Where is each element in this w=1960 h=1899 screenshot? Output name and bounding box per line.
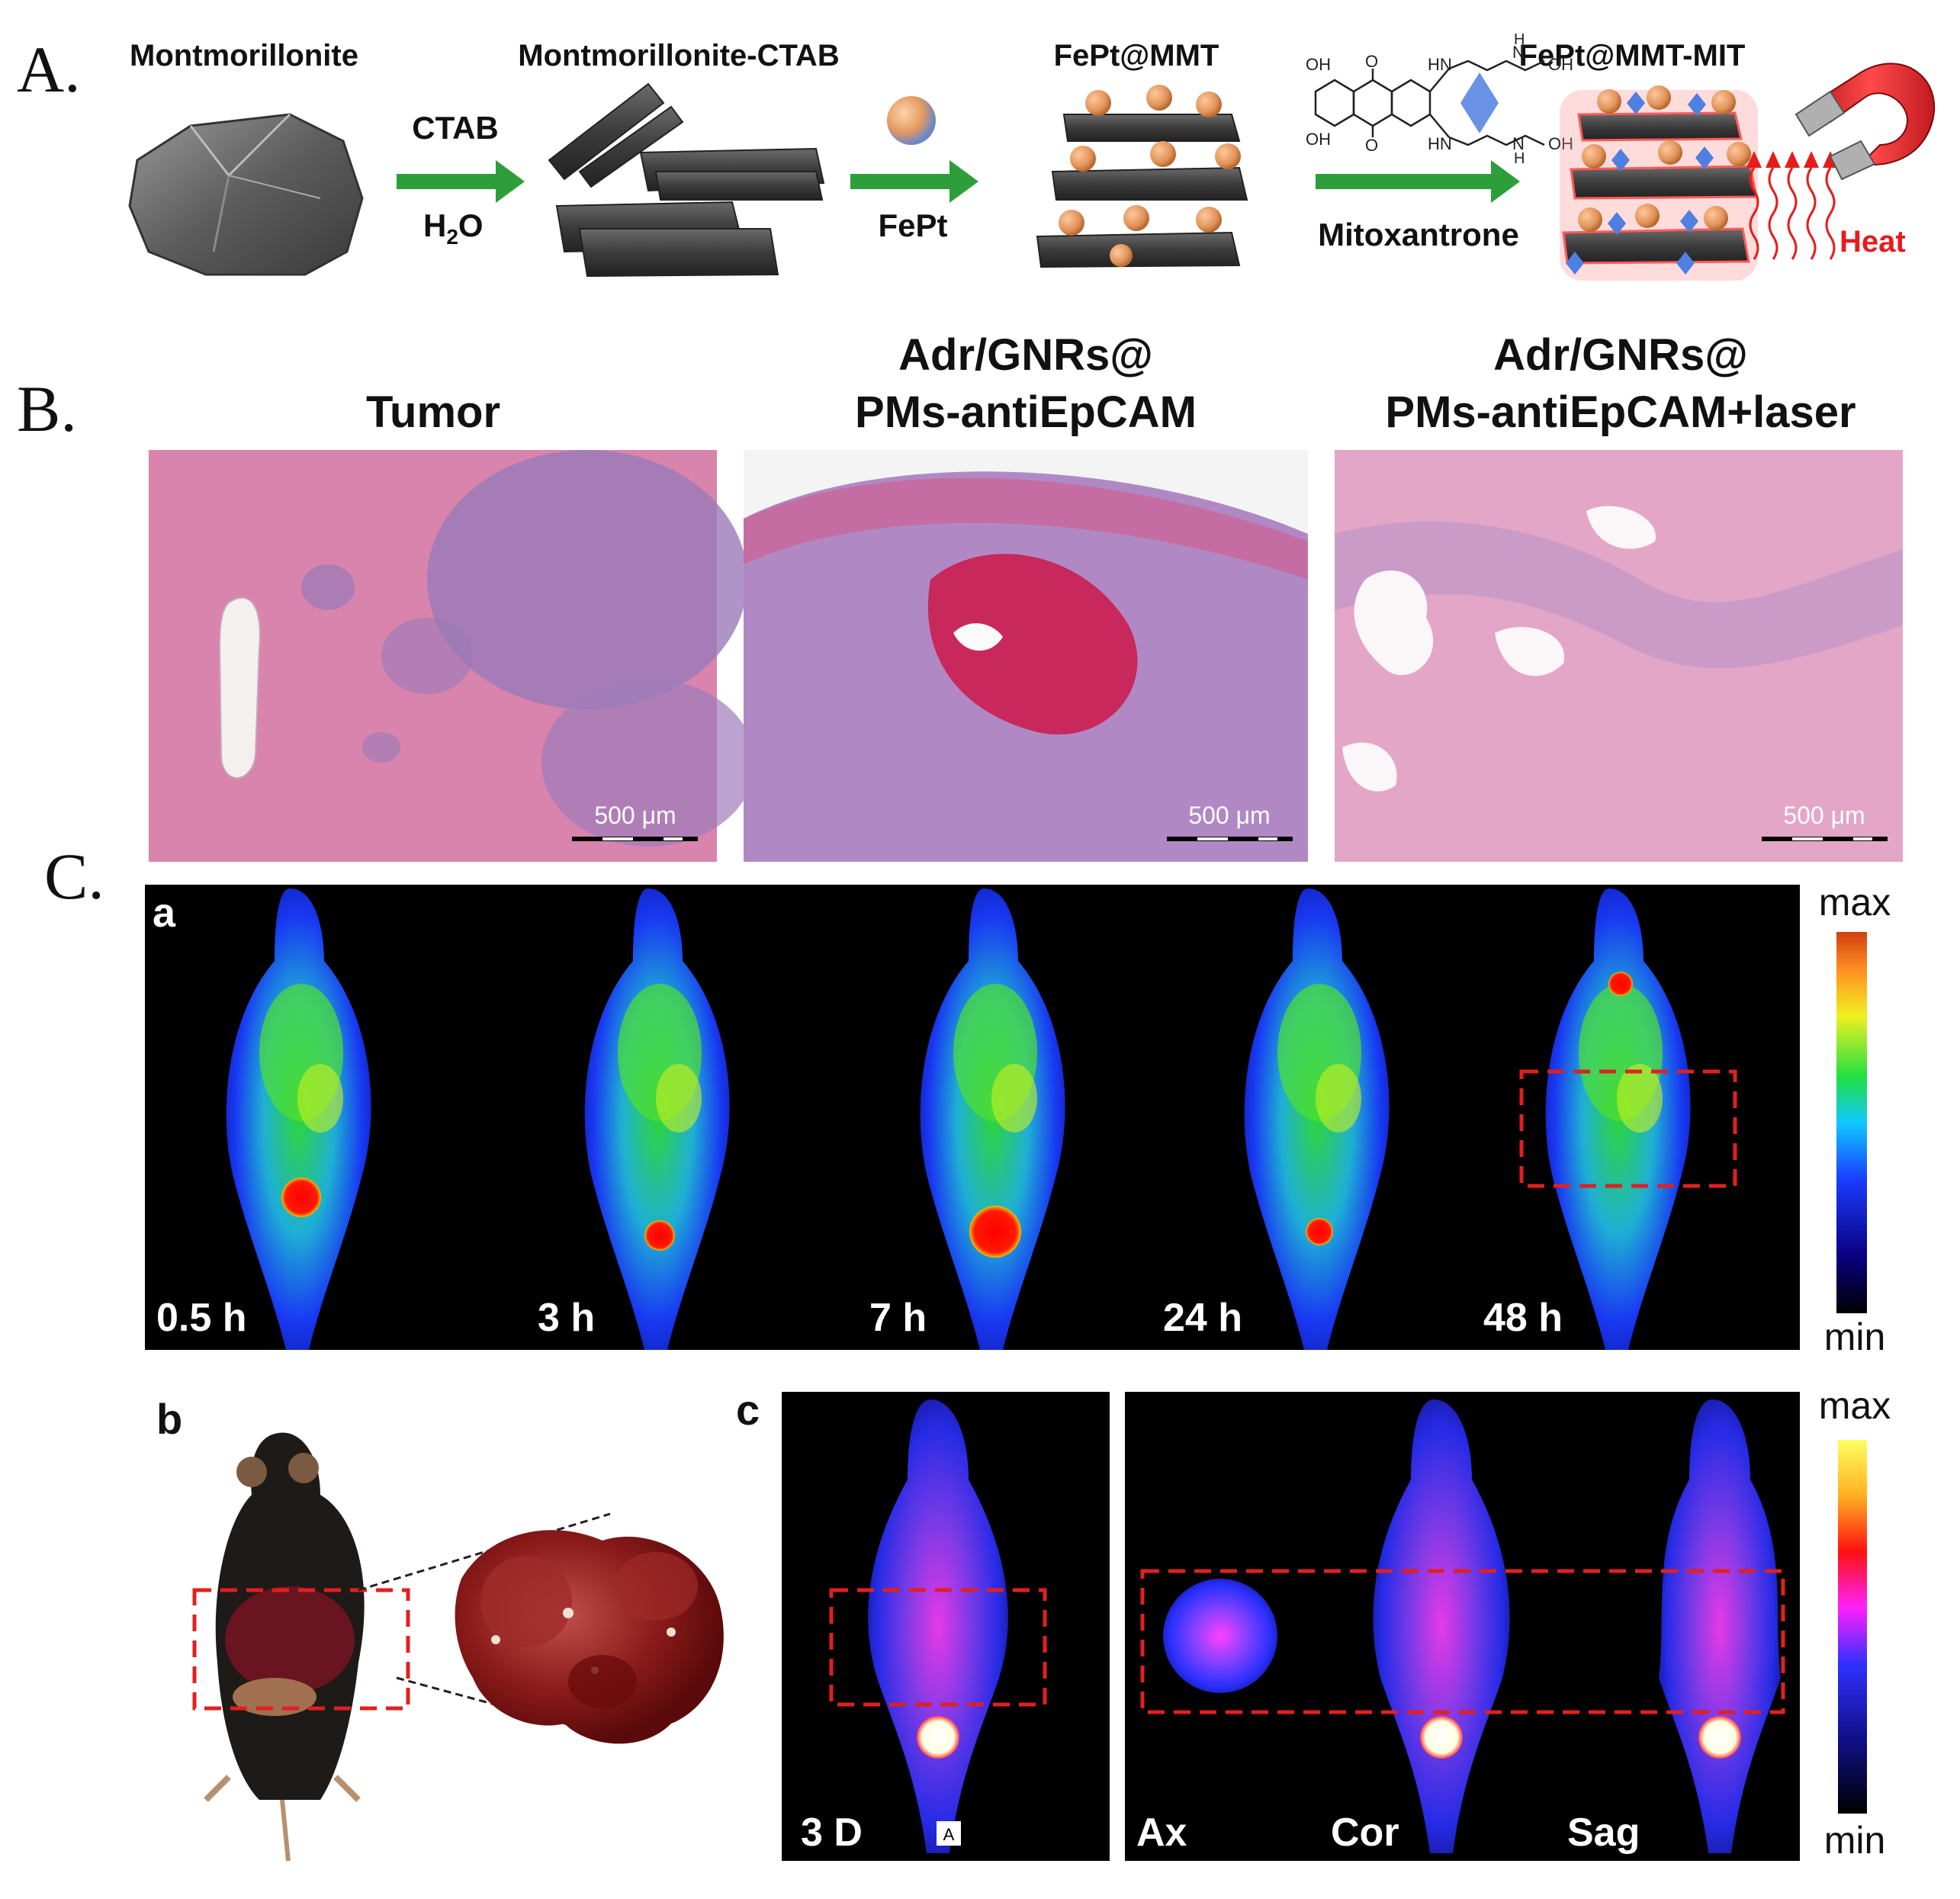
pet-mouse-4 [1545,888,1691,1350]
timepoint-label-4: 48 h [1483,1296,1563,1340]
histology-image-laser [1335,450,1903,862]
colorbar-a-min-label: min [1824,1316,1886,1358]
magnet-icon [1795,63,1935,181]
pet-mouse-series [226,888,1691,1350]
molecule-hn-label: HN [1428,134,1452,153]
molecule-o-label: O [1365,136,1378,155]
roi-box-3d [829,1588,1047,1707]
molecule-h-label: H [1514,31,1525,48]
histology-title-tumor: Tumor [366,387,500,437]
scalebar-label-laser: 500 μm [1783,802,1865,829]
pet-coronal-mouse [1373,1399,1510,1853]
pet-mouse-1 [584,888,730,1350]
arrow-ctab-label: CTAB [412,110,499,146]
excised-liver-image [455,1530,724,1744]
roi-box-48h [1519,1069,1737,1188]
molecule-n-label: N [1512,43,1525,62]
subpanel-b-label: b [156,1395,182,1443]
molecule-oh-label: OH [1306,130,1331,149]
heat-waves-icon [1749,167,1836,260]
fept-mmt-stack-image [1036,85,1248,268]
subpanel-a-label: a [153,890,176,936]
pet-mouse-0 [226,888,371,1350]
colorbar-a [1836,932,1867,1313]
histology-image-tumor [149,450,755,862]
pet-mouse-3 [1244,888,1390,1350]
roi-box-slices [1140,1569,1785,1714]
scalebar-label-tumor: 500 μm [594,802,676,829]
timepoint-label-1: 3 h [538,1296,595,1340]
molecule-oh-label: OH [1548,55,1573,74]
view-label-3d: 3 D [801,1811,863,1855]
molecule-oh-label: OH [1306,55,1331,74]
tiny-marker-box [937,1821,961,1846]
timepoint-label-0: 0.5 h [156,1296,247,1340]
view-label-sagittal: Sag [1567,1811,1640,1855]
colorbar-c-max-label: max [1819,1384,1891,1427]
zoom-line-top [358,1512,611,1592]
timepoint-label-2: 7 h [869,1296,927,1340]
fept-nanoparticle-icon [887,96,936,145]
pet-axial-slice [1163,1579,1277,1693]
colorbar-a-max-label: max [1819,881,1891,924]
step-fept-mmt-mit-label: FePt@MMT-MIT [1519,39,1746,72]
ctab-exfoliated-layers-image [548,82,825,278]
panel-b-label: B. [17,372,77,445]
heat-arrowheads-icon [1746,151,1838,168]
arrow-mitoxantrone [1316,160,1520,203]
heat-label: Heat [1840,225,1906,259]
step-fept-mmt-label: FePt@MMT [1054,39,1219,72]
molecule-oh-label: OH [1548,134,1573,153]
fept-mmt-mit-stack-image [1560,85,1758,281]
histology-title-treated-line1: Adr/GNRs@ [898,330,1153,380]
arrow-fept [850,160,978,203]
molecule-hn-label: HN [1428,55,1452,74]
pet-mouse-2 [920,888,1065,1350]
arrow-fept-label: FePt [878,207,947,243]
panel-a-label: A. [17,33,81,106]
step-montmorillonite-label: Montmorillonite [130,39,358,72]
view-label-axial: Ax [1136,1811,1187,1855]
histology-title-treated-line2: PMs-antiEpCAM [855,387,1197,437]
pet-sagittal-mouse [1659,1399,1781,1853]
mouse-photo-image [204,1432,365,1862]
arrow-ctab [397,160,525,203]
pet-3d-and-slices [868,1399,1781,1853]
panel-c-label: C. [44,840,104,913]
timepoint-label-3: 24 h [1163,1296,1242,1340]
histology-title-laser-line2: PMs-antiEpCAM+laser [1385,387,1856,437]
mouse-roi-box [192,1588,410,1711]
drug-diamond-icon [1460,72,1499,133]
arrow-mitoxantrone-label: Mitoxantrone [1318,217,1519,252]
view-label-coronal: Cor [1331,1811,1399,1855]
pet-3d-mouse [868,1399,1008,1853]
histology-image-treated [744,450,1308,862]
montmorillonite-rock-image [128,113,364,276]
molecule-n-label: N [1512,134,1525,153]
subpanel-c-label: c [736,1386,760,1434]
molecule-o-label: O [1365,52,1378,71]
mitoxantrone-structure-diagram [1314,59,1545,146]
arrow-water-label: H2O [423,207,484,249]
molecule-h-label: H [1514,150,1525,167]
tiny-marker-label: A [943,1825,955,1844]
scalebar-label-treated: 500 μm [1188,802,1270,829]
colorbar-c [1838,1440,1867,1814]
step-montmorillonite-ctab-label: Montmorillonite-CTAB [518,39,839,72]
histology-title-laser-line1: Adr/GNRs@ [1493,330,1748,380]
colorbar-c-min-label: min [1824,1819,1886,1862]
